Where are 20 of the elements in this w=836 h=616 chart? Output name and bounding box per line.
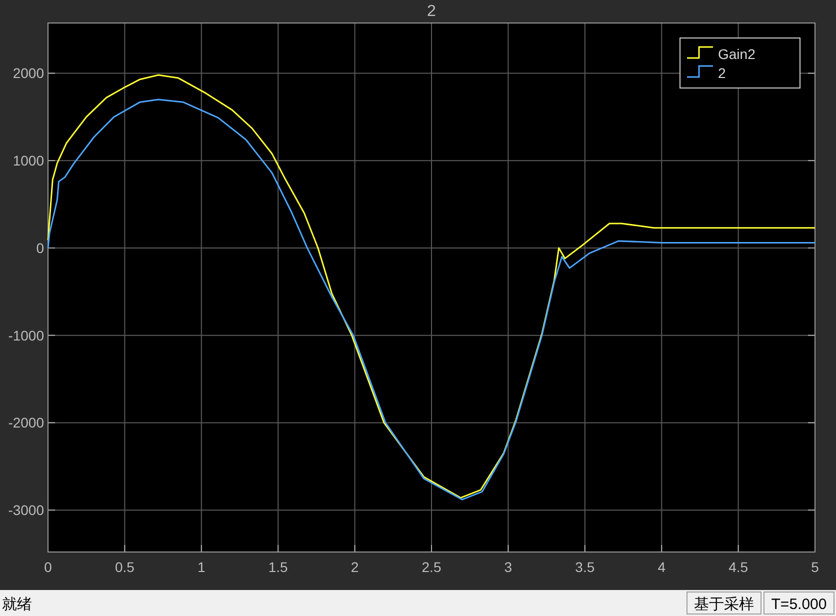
- x-tick-label: 4: [658, 559, 666, 575]
- status-bar: 就绪 基于采样 T=5.000: [0, 590, 836, 616]
- y-tick-label: -3000: [8, 502, 44, 518]
- x-tick-label: 3.5: [575, 559, 595, 575]
- x-tick-label: 1: [198, 559, 206, 575]
- x-tick-label: 5: [811, 559, 820, 575]
- x-tick-label: 2.5: [422, 559, 442, 575]
- y-tick-label: 2000: [12, 65, 44, 82]
- legend-label: 2: [718, 65, 726, 81]
- title: 2: [427, 3, 436, 20]
- legend-label: Gain2: [718, 46, 756, 62]
- y-tick-label: 0: [36, 240, 44, 256]
- x-tick-label: 2: [350, 559, 359, 575]
- y-tick-label: -2000: [8, 414, 44, 431]
- x-tick-label: 0.5: [114, 559, 135, 575]
- y-tick-label: -1000: [8, 327, 44, 344]
- x-tick-label: 3: [504, 559, 512, 575]
- y-tick-label: 1000: [12, 152, 44, 169]
- x-tick-label: 1.5: [268, 559, 288, 575]
- x-tick-label: 4.5: [728, 559, 748, 575]
